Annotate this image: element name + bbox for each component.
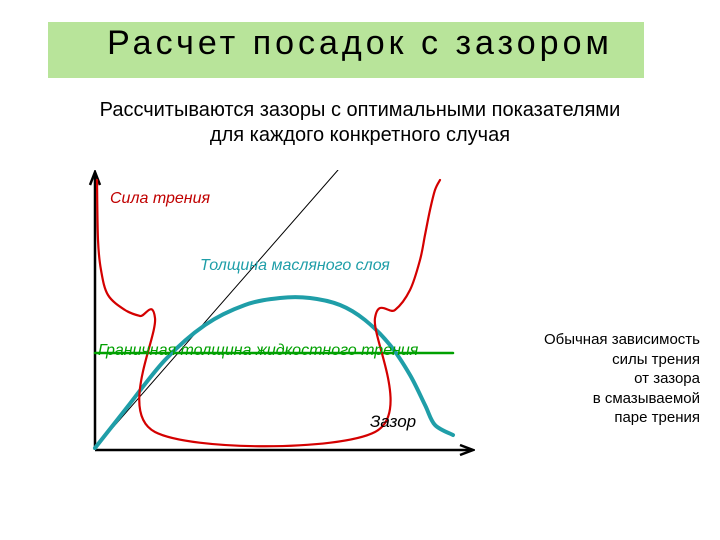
friction-curve-label: Сила трения <box>110 190 210 208</box>
side-l3: от зазора <box>634 370 700 387</box>
side-l1: Обычная зависимость <box>544 331 700 348</box>
slide: Расчет посадок с зазором Рассчитываются … <box>0 0 720 540</box>
oil-thickness-label: Толщина масляного слоя <box>200 257 390 275</box>
side-l4: в смазываемой <box>593 390 700 407</box>
subtitle-line1: Рассчитываются зазоры с оптимальными пок… <box>100 99 621 121</box>
side-l2: силы трения <box>612 351 700 368</box>
subtitle-line2: для каждого конкретного случая <box>210 124 510 146</box>
side-caption: Обычная зависимость силы трения от зазор… <box>490 330 700 428</box>
x-axis-label: Зазор <box>370 412 416 432</box>
slide-title: Расчет посадок с зазором <box>0 24 720 63</box>
boundary-thickness-label: Граничная толщина жидкостного трения <box>98 342 418 360</box>
side-l5: паре трения <box>614 409 700 426</box>
slide-subtitle: Рассчитываются зазоры с оптимальными пок… <box>0 98 720 148</box>
